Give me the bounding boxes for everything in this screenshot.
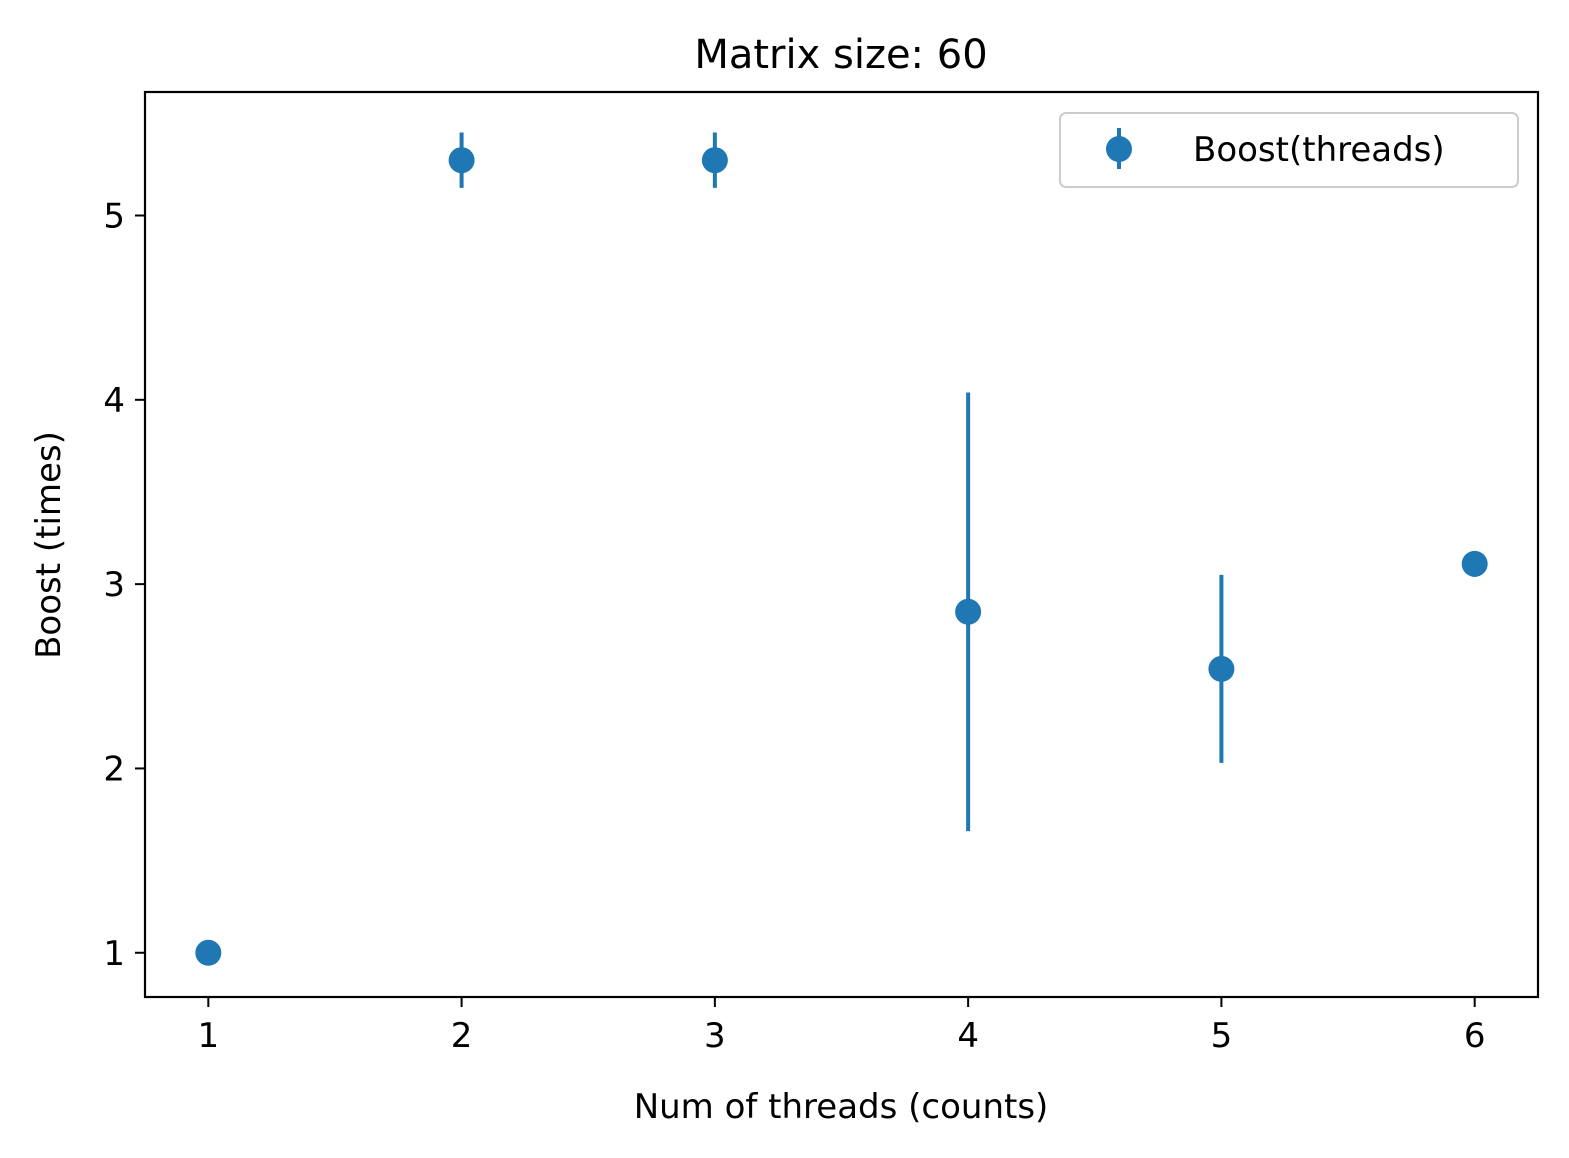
- y-axis-label: Boost (times): [29, 431, 69, 659]
- y-tick-label: 1: [103, 934, 125, 974]
- x-tick-label: 6: [1464, 1016, 1486, 1056]
- x-axis-label: Num of threads (counts): [634, 1087, 1049, 1127]
- x-tick-label: 5: [1211, 1016, 1233, 1056]
- data-point: [701, 147, 728, 174]
- plot-area: 1 2 3 4 5 6 1 2 3 4 5: [103, 90, 1540, 1056]
- data-point: [1461, 550, 1488, 577]
- y-axis: 1 2 3 4 5: [103, 196, 145, 974]
- y-tick-label: 5: [103, 196, 125, 236]
- data-point: [1208, 655, 1235, 682]
- x-tick-label: 1: [197, 1016, 219, 1056]
- data-point: [448, 147, 475, 174]
- x-tick-label: 2: [451, 1016, 473, 1056]
- chart-title: Matrix size: 60: [694, 32, 987, 78]
- x-axis: 1 2 3 4 5 6: [197, 997, 1486, 1056]
- data-point: [955, 598, 982, 625]
- legend-label: Boost(threads): [1193, 130, 1445, 170]
- legend: Boost(threads): [1059, 112, 1519, 188]
- y-tick-label: 3: [103, 565, 125, 605]
- data-series: [195, 132, 1488, 966]
- y-tick-label: 4: [103, 381, 125, 421]
- x-tick-label: 4: [957, 1016, 979, 1056]
- legend-box: [1059, 112, 1519, 188]
- x-tick-label: 3: [704, 1016, 726, 1056]
- data-point: [195, 939, 222, 966]
- axes-frame: [143, 90, 1540, 999]
- y-tick-label: 2: [103, 749, 125, 789]
- legend-marker-icon: [1106, 136, 1132, 162]
